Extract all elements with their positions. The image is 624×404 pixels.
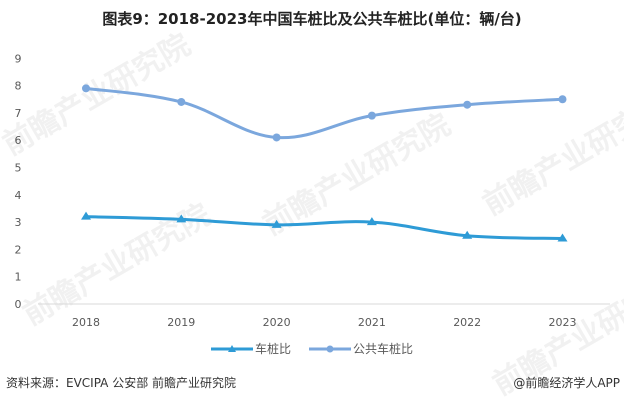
y-tick-label: 2 <box>15 243 22 256</box>
legend: 车桩比 公共车桩比 <box>0 340 624 357</box>
legend-label: 公共车桩比 <box>353 342 414 356</box>
y-tick-label: 7 <box>15 107 22 120</box>
x-tick-label: 2021 <box>358 316 386 329</box>
circle-marker-icon <box>309 345 351 352</box>
y-tick-label: 0 <box>15 298 22 311</box>
x-tick-label: 2023 <box>549 316 577 329</box>
x-tick-label: 2020 <box>263 316 291 329</box>
line-chart: 0 1 2 3 4 5 6 7 8 9 2018 2019 2020 2021 2022 2023 <box>15 52 610 329</box>
circle-marker-icon[interactable] <box>463 100 472 109</box>
y-tick-label: 1 <box>15 271 22 284</box>
y-tick-label: 8 <box>15 80 22 93</box>
triangle-marker-icon[interactable] <box>557 233 568 242</box>
legend-item-public-car-pile-ratio[interactable]: 公共车桩比 <box>309 340 413 357</box>
circle-marker-icon[interactable] <box>367 111 376 120</box>
y-axis: 0 1 2 3 4 5 6 7 8 9 <box>15 52 22 311</box>
y-tick-label: 6 <box>15 134 22 147</box>
triangle-marker-icon <box>210 344 253 352</box>
credit: @前瞻经济学人APP <box>513 376 620 390</box>
triangle-marker-icon[interactable] <box>81 211 91 220</box>
x-axis: 2018 2019 2020 2021 2022 2023 <box>72 316 577 329</box>
x-tick-label: 2019 <box>167 316 195 329</box>
triangle-marker-icon[interactable] <box>271 219 282 228</box>
triangle-marker-icon[interactable] <box>176 214 187 223</box>
footer: 资料来源：EVCIPA 公安部 前瞻产业研究院 @前瞻经济学人APP <box>6 374 620 391</box>
series-line <box>85 215 563 240</box>
series-group <box>81 84 568 242</box>
source-note: 资料来源：EVCIPA 公安部 前瞻产业研究院 <box>6 376 237 390</box>
chart-title: 图表9：2018-2023年中国车桩比及公共车桩比(单位：辆/台) <box>102 10 522 28</box>
legend-item-car-pile-ratio[interactable]: 车桩比 <box>210 340 291 357</box>
x-tick-label: 2018 <box>72 316 100 329</box>
x-tick-label: 2022 <box>453 316 481 329</box>
circle-marker-icon[interactable] <box>82 84 90 93</box>
triangle-marker-icon[interactable] <box>462 230 473 239</box>
y-tick-label: 3 <box>15 216 22 229</box>
legend-label: 车桩比 <box>254 342 291 356</box>
y-tick-label: 5 <box>15 162 22 175</box>
y-tick-label: 9 <box>15 52 22 65</box>
series-line <box>85 86 563 140</box>
circle-marker-icon[interactable] <box>272 133 281 142</box>
circle-marker-icon[interactable] <box>177 97 186 106</box>
circle-marker-icon[interactable] <box>558 95 567 104</box>
y-tick-label: 4 <box>15 189 22 202</box>
triangle-marker-icon[interactable] <box>366 217 377 226</box>
